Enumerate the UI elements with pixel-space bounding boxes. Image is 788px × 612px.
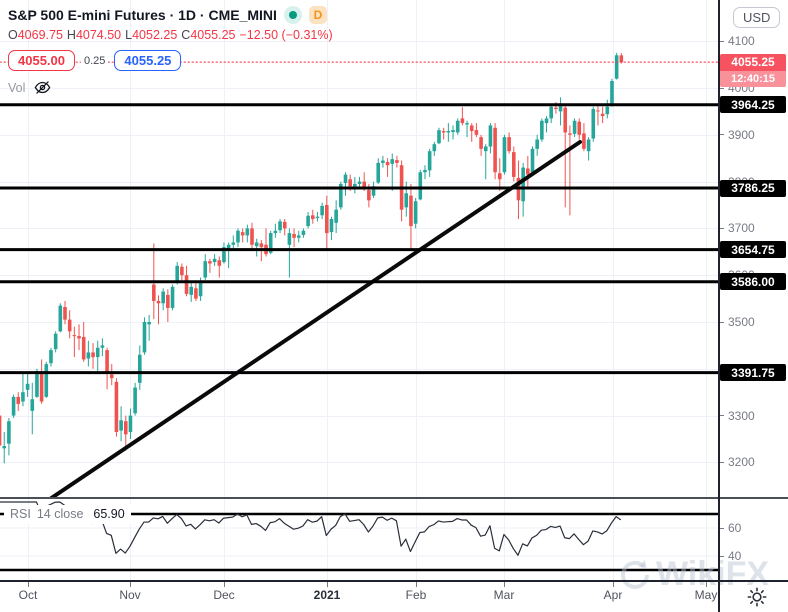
price-tick-dash <box>719 40 724 42</box>
time-tick-dash <box>130 582 131 587</box>
pane-separator[interactable] <box>0 497 788 499</box>
rsi-title: RSI <box>10 507 31 521</box>
time-tick-dash <box>706 582 707 587</box>
time-tick-dash <box>416 582 417 587</box>
price-level-label: 3786.25 <box>720 179 786 197</box>
bar-countdown: 12:40:15 <box>720 70 786 87</box>
price-tick-label: 3200 <box>728 455 755 470</box>
time-tick-dash <box>613 582 614 587</box>
time-tick-label: Dec <box>213 588 235 602</box>
market-status-dot-icon[interactable] <box>283 6 302 24</box>
rsi-value: 65.90 <box>93 507 125 521</box>
last-price-label: 4055.25 12:40:15 <box>720 53 786 87</box>
time-tick-dash <box>504 582 505 587</box>
time-tick-label: May <box>694 588 718 602</box>
usd-button[interactable]: USD <box>733 7 781 28</box>
time-tick-label: Mar <box>493 588 515 602</box>
watermark: WikiFX <box>616 556 769 592</box>
rsi-tick-dash <box>719 527 724 529</box>
price-chart-canvas[interactable] <box>0 0 718 499</box>
low-label: L4052.25 <box>125 28 178 42</box>
close-label: C4055.25 <box>181 28 236 42</box>
bid-ask-row: 4055.00 0.25 4055.25 <box>8 50 333 71</box>
chart-legend: S&P 500 E-mini Futures · 1D · CME_MINI D… <box>8 6 333 97</box>
price-level-label: 3391.75 <box>720 364 786 382</box>
price-tick-dash <box>719 415 724 417</box>
price-level-label: 3654.75 <box>720 241 786 259</box>
rsi-params: 14 close <box>36 507 84 521</box>
price-axis-border <box>718 0 720 612</box>
time-tick-label: Nov <box>119 588 141 602</box>
ask-price-box[interactable]: 4055.25 <box>114 50 182 71</box>
symbol-title[interactable]: S&P 500 E-mini Futures · 1D · CME_MINI <box>8 7 277 23</box>
rsi-tick-dash <box>719 555 724 557</box>
sun-icon[interactable] <box>746 586 768 608</box>
interval-badge[interactable]: D <box>308 6 327 24</box>
ohlc-row: O4069.75 H4074.50 L4052.25 C4055.25 −12.… <box>8 28 333 42</box>
price-tick-dash <box>719 134 724 136</box>
time-tick-dash <box>327 582 328 587</box>
price-tick-dash <box>719 87 724 89</box>
price-tick-label: 3700 <box>728 221 755 236</box>
circular-arrows-icon <box>621 560 649 589</box>
spread-value: 0.25 <box>81 54 109 67</box>
price-tick-label: 3300 <box>728 408 755 423</box>
change-value: −12.50 (−0.31%) <box>239 28 333 42</box>
watermark-text: WikiFX <box>656 555 770 593</box>
price-level-label: 3586.00 <box>720 273 786 291</box>
price-level-label: 3964.25 <box>720 96 786 114</box>
time-tick-dash <box>224 582 225 587</box>
time-axis-border <box>0 580 788 582</box>
price-tick-label: 3900 <box>728 127 755 142</box>
time-tick-label: Apr <box>603 588 623 602</box>
time-tick-label: Feb <box>405 588 427 602</box>
price-tick-dash <box>719 321 724 323</box>
rsi-tick-label: 40 <box>728 549 742 563</box>
open-label: O4069.75 <box>8 28 63 42</box>
high-label: H4074.50 <box>66 28 122 42</box>
price-tick-label: 3500 <box>728 315 755 329</box>
last-price-value: 4055.25 <box>720 53 786 71</box>
rsi-indicator-label[interactable]: RSI 14 close 65.90 <box>4 505 131 524</box>
price-tick-dash <box>719 461 724 463</box>
rsi-tick-label: 60 <box>728 521 742 535</box>
time-tick-dash <box>28 582 29 587</box>
bid-price-box[interactable]: 4055.00 <box>8 50 75 71</box>
price-tick-label: 4100 <box>728 34 755 49</box>
volume-label: Vol <box>8 80 26 95</box>
time-tick-label: Oct <box>18 588 38 602</box>
eye-off-icon[interactable] <box>33 78 52 97</box>
price-tick-dash <box>719 227 724 229</box>
time-tick-label: 2021 <box>313 588 341 602</box>
